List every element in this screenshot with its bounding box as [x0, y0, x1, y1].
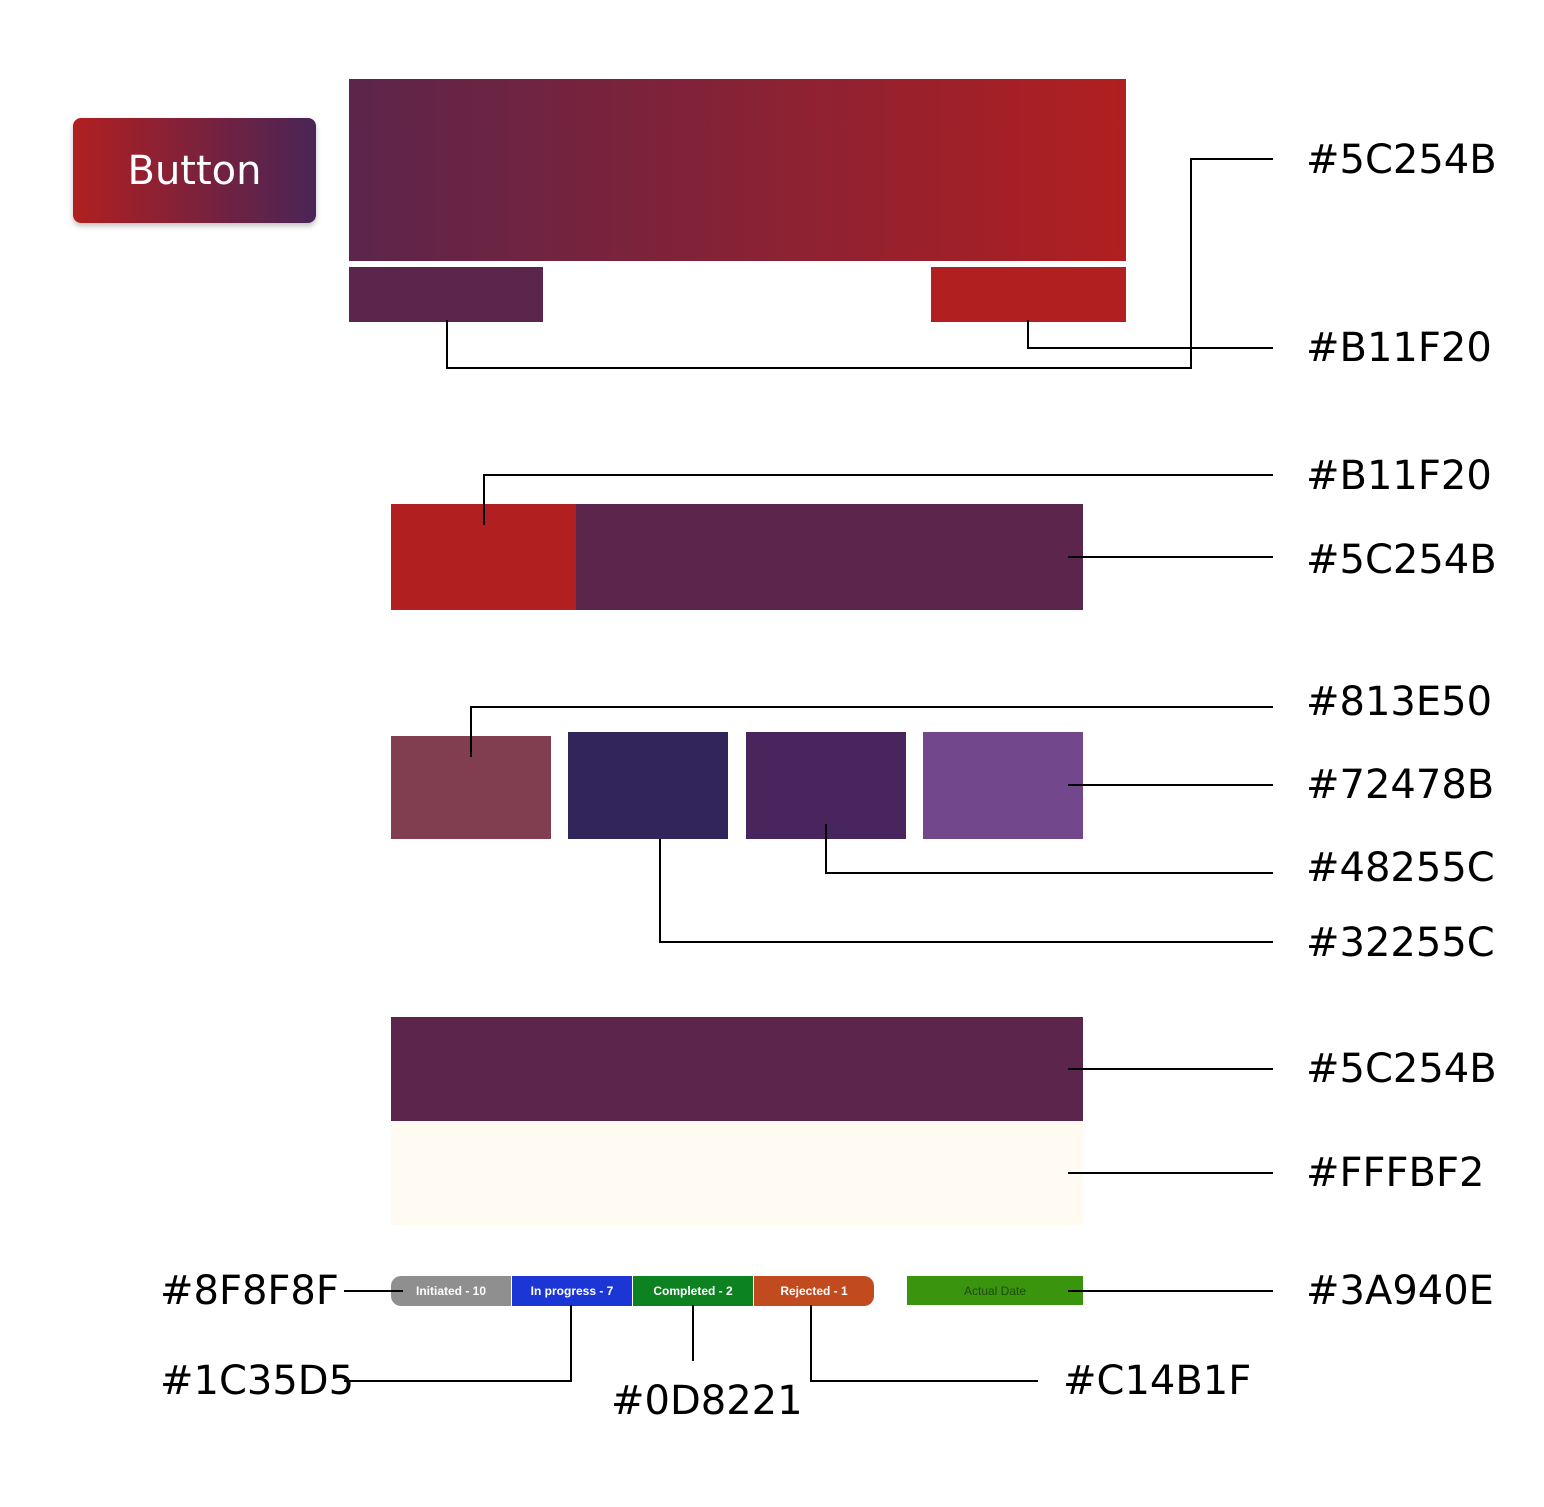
status-rejected-label: Rejected - 1	[780, 1284, 848, 1298]
leader-line-gradient-bottom	[1027, 320, 1273, 349]
hex-label-header: #5C254B	[1306, 1046, 1497, 1092]
hex-label-gradient-top: #5C254B	[1306, 137, 1497, 183]
swatch-5C254B-start	[349, 267, 543, 322]
hex-label-orange: #C14B1F	[1063, 1358, 1252, 1404]
status-completed-label: Completed - 2	[653, 1284, 733, 1298]
hex-label-72478B: #72478B	[1306, 762, 1495, 808]
leader-line-blue	[344, 1305, 572, 1382]
swatch-32255C	[568, 732, 728, 839]
status-in-progress: In progress - 7	[512, 1276, 632, 1306]
hex-label-body: #FFFBF2	[1306, 1150, 1485, 1196]
swatch-48255C	[746, 732, 906, 839]
status-initiated: Initiated - 10	[391, 1276, 511, 1306]
swatch-B11F20-split	[391, 504, 576, 610]
hex-label-48255C: #48255C	[1306, 845, 1495, 891]
gradient-button[interactable]: Button	[73, 118, 316, 223]
swatch-813E50	[391, 736, 551, 839]
leader-line-orange	[810, 1305, 1038, 1382]
hex-label-actual: #3A940E	[1306, 1268, 1494, 1314]
hex-label-gradient-bottom: #B11F20	[1306, 325, 1492, 371]
hex-label-split-red: #B11F20	[1306, 453, 1492, 499]
hex-label-813E50: #813E50	[1306, 679, 1493, 725]
status-rejected: Rejected - 1	[754, 1276, 874, 1306]
swatch-B11F20-end	[931, 267, 1126, 322]
actual-date-label: Actual Date	[963, 1283, 1027, 1298]
swatch-5C254B-split	[576, 504, 1083, 610]
hex-label-32255C: #32255C	[1306, 920, 1495, 966]
hex-label-grey: #8F8F8F	[160, 1268, 339, 1314]
status-completed: Completed - 2	[633, 1276, 753, 1306]
status-initiated-label: Initiated - 10	[415, 1284, 486, 1298]
hex-label-green: #0D8221	[611, 1378, 803, 1424]
gradient-swatch	[349, 79, 1126, 261]
swatch-body-FFFBF2	[391, 1121, 1083, 1225]
leader-line-32255C	[659, 839, 1273, 943]
actual-date-bar: Actual Date	[907, 1276, 1083, 1305]
hex-label-blue: #1C35D5	[160, 1358, 355, 1404]
swatch-header-5C254B	[391, 1017, 1083, 1121]
status-in-progress-label: In progress - 7	[530, 1284, 614, 1298]
button-label: Button	[127, 147, 262, 194]
swatch-72478B	[923, 732, 1083, 839]
hex-label-split-purple: #5C254B	[1306, 537, 1497, 583]
